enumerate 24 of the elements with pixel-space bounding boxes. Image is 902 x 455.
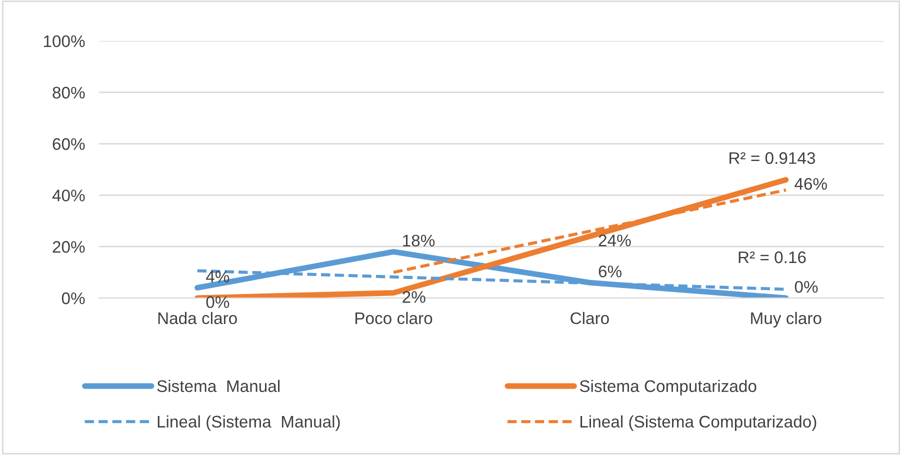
- y-tick-label: 80%: [52, 86, 85, 99]
- annotation: R² = 0.9143: [730, 152, 816, 164]
- data-label: 24%: [598, 234, 631, 246]
- legend-label: Sistema Manual: [157, 380, 280, 392]
- x-tick-label: Muy claro: [751, 312, 822, 328]
- data-label: 18%: [403, 234, 435, 247]
- x-tick-label: Claro: [570, 312, 609, 324]
- x-tick-label: Poco claro: [355, 312, 432, 324]
- data-label: 46%: [794, 178, 827, 190]
- legend-label: Sistema Computarizado: [580, 380, 756, 396]
- legend-label: Lineal (Sistema Manual): [158, 415, 340, 431]
- data-label: 6%: [598, 266, 622, 278]
- y-tick-label: 0%: [62, 292, 85, 304]
- data-label: 2%: [402, 291, 426, 303]
- legend-label: Lineal (Sistema Computarizado): [580, 415, 816, 431]
- data-label: 0%: [206, 296, 230, 308]
- x-tick-label: Nada claro: [158, 312, 237, 324]
- annotation: R² = 0.16: [738, 251, 806, 264]
- data-label: 0%: [794, 280, 818, 293]
- data-label: 4%: [206, 270, 230, 282]
- y-tick-label: 100%: [44, 35, 85, 48]
- y-tick-label: 20%: [52, 241, 85, 253]
- y-tick-label: 40%: [52, 190, 85, 202]
- y-tick-label: 60%: [52, 138, 85, 150]
